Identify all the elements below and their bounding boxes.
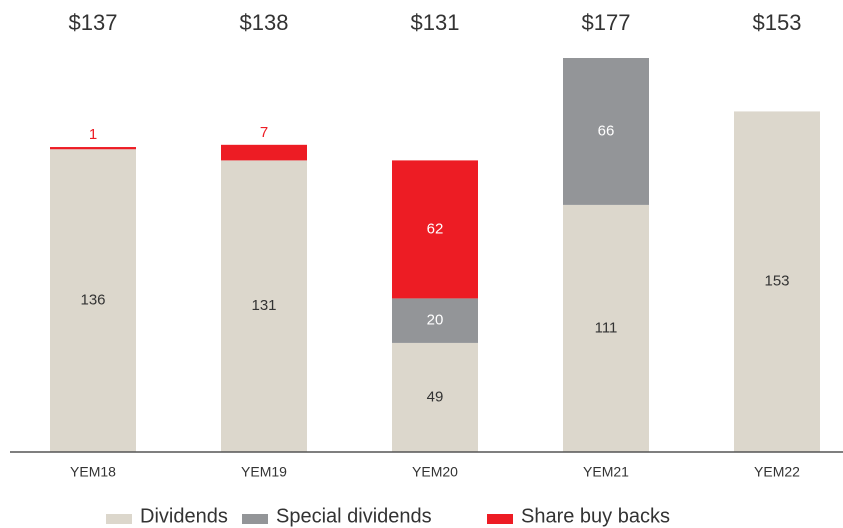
x-tick-label: YEM19	[241, 464, 287, 480]
bar-segment	[563, 58, 649, 205]
legend-swatch	[242, 514, 268, 524]
bar-segment	[221, 144, 307, 161]
legend-label: Special dividends	[276, 505, 432, 527]
legend-swatch	[487, 514, 513, 524]
segment-label: 131	[251, 297, 276, 314]
segment-label: 136	[80, 292, 105, 309]
segment-label: 66	[598, 122, 615, 139]
segment-label: 7	[260, 124, 268, 141]
segment-label: 62	[427, 220, 444, 237]
total-label: $177	[582, 10, 631, 35]
x-tick-label: YEM22	[754, 464, 800, 480]
legend-swatch	[106, 514, 132, 524]
bar-segment	[392, 298, 478, 343]
total-label: $138	[240, 10, 289, 35]
bar-segment	[392, 342, 478, 452]
bar-segment	[50, 147, 136, 150]
total-label: $137	[69, 10, 118, 35]
legend-label: Share buy backs	[521, 505, 670, 527]
x-tick-label: YEM20	[412, 464, 458, 480]
segment-label: 111	[595, 319, 618, 336]
segment-label: 1	[89, 126, 97, 143]
bar-segment	[221, 160, 307, 452]
segment-label: 20	[427, 312, 444, 329]
x-tick-label: YEM21	[583, 464, 629, 480]
bar-segment	[563, 204, 649, 452]
bar-segment	[734, 111, 820, 452]
legend-label: Dividends	[140, 505, 228, 527]
segment-label: 49	[427, 388, 444, 405]
total-label: $131	[411, 10, 460, 35]
total-label: $153	[753, 10, 802, 35]
bar-segment	[50, 149, 136, 452]
bar-segment	[392, 160, 478, 299]
x-tick-label: YEM18	[70, 464, 116, 480]
segment-label: 153	[764, 273, 789, 290]
